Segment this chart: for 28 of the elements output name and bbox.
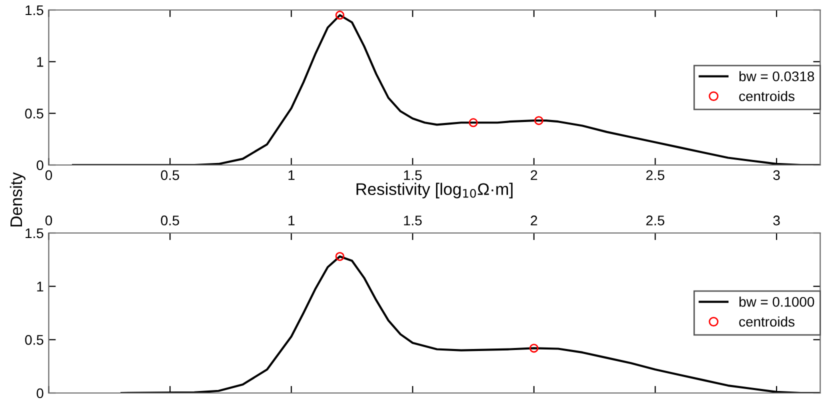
legend-label: centroids	[739, 90, 794, 102]
y-tick-label: 1	[37, 282, 44, 292]
x-tick-label: 2	[530, 170, 538, 180]
y-tick-label: 0	[36, 388, 44, 398]
x-tick-label: 3	[773, 170, 780, 180]
x-tick-label: 0.5	[160, 170, 180, 180]
legend-label: bw = 0.0318	[740, 71, 814, 82]
x2-tick-label: 3	[773, 216, 780, 226]
x2-tick-label: 1	[288, 216, 295, 226]
x-tick-label: 1.5	[404, 170, 422, 180]
y-tick-label: 0.5	[25, 335, 44, 345]
x-axis-title: Resistivity [log$_{10}$Ω·m]	[356, 182, 513, 198]
x2-tick-label: 2	[530, 216, 538, 226]
y-tick-label: 1.5	[26, 228, 44, 238]
x2-tick-label: 0.5	[160, 216, 180, 226]
y-tick-label: 0	[36, 160, 44, 170]
legend-label: centroids	[739, 316, 794, 327]
y-tick-label: 1	[37, 57, 44, 67]
x-tick-label: 2.5	[646, 170, 664, 180]
x-tick-label: 0	[45, 170, 52, 180]
x-tick-label: 1	[288, 170, 295, 180]
x2-tick-label: 1.5	[404, 216, 422, 226]
y-tick-label: 0.5	[25, 108, 44, 119]
legend-label: bw = 0.1000	[740, 296, 814, 307]
x2-tick-label: 2.5	[646, 216, 664, 226]
y-tick-label: 1.5	[26, 5, 44, 16]
x2-tick-label: 0	[45, 216, 52, 226]
y-axis-title: Density	[10, 172, 26, 226]
